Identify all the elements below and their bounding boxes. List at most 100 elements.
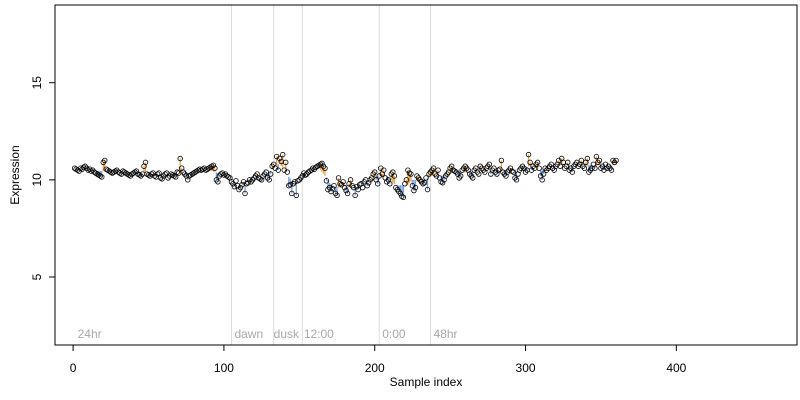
data-point [159, 176, 165, 182]
data-point [334, 192, 340, 199]
data-point [356, 182, 363, 188]
data-point [335, 175, 342, 181]
data-point [405, 167, 411, 173]
data-point [423, 175, 429, 181]
data-point [397, 190, 404, 197]
data-point [295, 178, 301, 184]
x-tick-label: 200 [365, 361, 385, 375]
data-point [284, 169, 290, 175]
data-point [102, 157, 108, 164]
data-point [497, 166, 503, 172]
data-point [435, 167, 441, 173]
region-label: dawn [234, 327, 263, 341]
data-point [307, 168, 313, 174]
region-label: 0:00 [382, 327, 406, 341]
data-point [486, 161, 493, 168]
data-point [142, 159, 149, 166]
data-point [424, 186, 431, 193]
data-point [280, 151, 286, 158]
data-point [331, 182, 337, 189]
data-point [509, 168, 515, 174]
data-point [525, 151, 532, 158]
data-point [245, 180, 251, 186]
data-point [289, 190, 295, 197]
x-axis: 0 100 200 300 400 [70, 344, 687, 375]
data-point [174, 169, 180, 175]
data-point [225, 174, 232, 180]
x-tick-label: 100 [214, 361, 234, 375]
data-point [557, 163, 563, 169]
x-tick-label: 300 [516, 361, 536, 375]
data-point [372, 169, 378, 175]
data-point [266, 177, 272, 183]
data-point [237, 184, 244, 191]
data-point [243, 181, 250, 187]
data-point [400, 194, 407, 201]
data-point [88, 168, 94, 174]
data-point [99, 174, 105, 180]
data-point [162, 171, 168, 177]
data-point [283, 159, 289, 166]
data-point [581, 165, 588, 171]
data-point [359, 184, 366, 191]
data-point [231, 183, 238, 190]
data-point [340, 179, 346, 185]
data-point [133, 168, 140, 174]
region-label: 12:00 [304, 327, 334, 341]
region-label: 48hr [434, 327, 458, 341]
data-point [613, 157, 619, 164]
y-axis: 5 10 15 [30, 76, 56, 280]
data-point [399, 193, 405, 200]
data-point [112, 168, 119, 174]
data-point [275, 167, 281, 173]
data-point [293, 192, 299, 199]
data-point [210, 162, 217, 168]
data-point [470, 175, 476, 181]
data-point [539, 177, 545, 183]
x-tick-label: 400 [666, 361, 686, 375]
data-point [329, 185, 336, 192]
data-point [322, 165, 328, 171]
data-points [71, 151, 619, 201]
data-point [430, 165, 437, 171]
data-point [596, 157, 603, 164]
data-point [277, 155, 283, 162]
data-point [584, 155, 591, 162]
data-point [343, 187, 349, 194]
data-point [212, 165, 218, 171]
data-point [513, 177, 520, 183]
data-point [267, 171, 274, 177]
data-point [323, 178, 330, 184]
data-point [565, 159, 571, 166]
y-tick-label: 10 [30, 173, 44, 187]
data-point [136, 172, 143, 178]
region-labels: 24hr dawn dusk 12:00 0:00 48hr [78, 327, 458, 341]
data-point [233, 178, 239, 184]
data-point [540, 171, 547, 177]
data-point [215, 179, 221, 185]
data-point [381, 167, 387, 173]
data-point [412, 184, 419, 191]
data-point [299, 173, 306, 179]
data-point [126, 172, 132, 178]
data-point [510, 169, 517, 175]
data-point [421, 180, 428, 186]
data-point [171, 173, 177, 179]
data-point [172, 174, 179, 180]
data-point [154, 171, 161, 177]
data-point [77, 165, 84, 171]
data-point [608, 167, 615, 173]
data-point [328, 188, 334, 195]
data-point [286, 182, 292, 189]
x-tick-label: 0 [70, 361, 77, 375]
data-point [145, 172, 152, 178]
data-point [498, 157, 505, 164]
data-point [344, 190, 351, 197]
data-point [593, 153, 600, 160]
data-point [310, 165, 316, 171]
region-label: dusk [274, 327, 300, 341]
region-label: 24hr [78, 327, 102, 341]
data-point [257, 176, 263, 182]
data-point [592, 165, 598, 171]
data-point [287, 182, 293, 188]
